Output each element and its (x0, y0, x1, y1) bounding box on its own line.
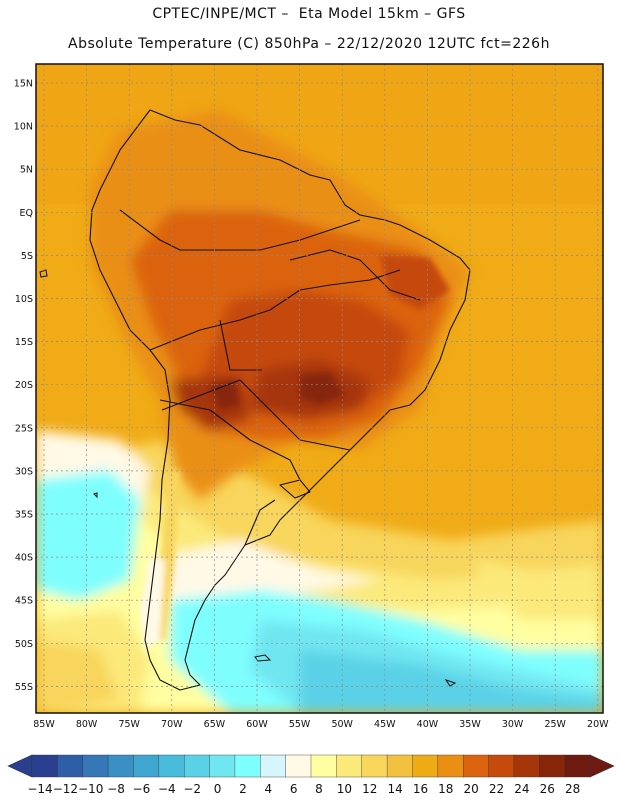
lat-label: 10S (15, 294, 33, 305)
lat-label: EQ (20, 208, 33, 219)
colorbar-swatch (564, 754, 591, 778)
colorbar-tick-label: 0 (214, 782, 222, 796)
colorbar-swatch (133, 754, 160, 778)
temperature-field (36, 64, 603, 713)
colorbar-tick-label: 26 (540, 782, 555, 796)
colorbar-swatch (513, 754, 540, 778)
colorbar-tick-label: −2 (183, 782, 201, 796)
colorbar-swatch (462, 754, 490, 778)
colorbar-swatch (57, 754, 84, 778)
colorbar-tick-label: 6 (290, 782, 298, 796)
colorbar-tick-label: 28 (565, 782, 580, 796)
map-gridlines (36, 64, 603, 713)
colorbar-tick-label: 20 (464, 782, 479, 796)
colorbar-tick-label: 10 (337, 782, 352, 796)
colorbar-swatch (412, 754, 439, 778)
colorbar-tick-label: 8 (315, 782, 323, 796)
lat-label: 15S (15, 337, 33, 348)
colorbar-swatch (285, 754, 312, 778)
lon-label: 55W (289, 719, 311, 730)
colorbar-tick-label: 18 (438, 782, 453, 796)
colorbar-tick-label: 12 (362, 782, 377, 796)
lat-label: 15N (14, 79, 33, 90)
lat-label: 55S (15, 682, 33, 693)
colorbar-tick-label: −4 (158, 782, 176, 796)
lon-label: 35W (459, 719, 481, 730)
lon-label: 25W (544, 719, 566, 730)
colorbar-swatch (158, 754, 185, 778)
longitude-labels: 85W 80W 75W 70W 65W 60W 55W 50W 45W 40W 35W 30W 25W 2… (33, 719, 609, 730)
lat-label: 5N (20, 165, 33, 176)
colorbar-tick-label: −12 (53, 782, 78, 796)
colorbar-tick-label: −6 (133, 782, 151, 796)
lat-label: 35S (15, 510, 33, 521)
colorbar-tick-label: −10 (78, 782, 103, 796)
colorbar-max-arrow (589, 754, 615, 778)
colorbar-min-arrow (7, 754, 33, 778)
colorbar-swatch (31, 754, 58, 778)
lon-label: 60W (246, 719, 268, 730)
lat-label: 40S (15, 553, 33, 564)
lat-label: 45S (15, 596, 33, 607)
lat-label: 20S (15, 380, 33, 391)
lon-label: 50W (331, 719, 353, 730)
colorbar-labels: −14 −12 −10 −8 −6 −4 −2 0 2 4 6 8 10 12 14 16 18 20 22 24 26… (27, 782, 580, 796)
colorbar-tick-label: 16 (413, 782, 428, 796)
colorbar-swatch (361, 754, 388, 778)
colorbar-tick-label: 14 (387, 782, 402, 796)
colorbar-swatch (539, 754, 566, 778)
colorbar-swatch (260, 754, 287, 778)
colorbar-swatch (209, 754, 236, 778)
lat-label: 5S (21, 251, 33, 262)
lon-label: 85W (33, 719, 55, 730)
lon-label: 20W (587, 719, 609, 730)
lat-label: 25S (15, 423, 33, 434)
colorbar (7, 754, 615, 778)
chart-title-line-1: CPTEC/INPE/MCT – Eta Model 15km – GFS (152, 6, 466, 22)
colorbar-tick-label: 22 (489, 782, 504, 796)
lon-label: 75W (118, 719, 140, 730)
lon-label: 70W (161, 719, 183, 730)
latitude-labels: 15N 10N 5N EQ 5S 10S 15S 20S 25S 30S 35S 40S 45S 50S 5… (14, 79, 33, 693)
colorbar-swatch (234, 754, 261, 778)
coastline (89, 109, 471, 691)
lon-label: 45W (374, 719, 396, 730)
colorbar-swatch (488, 754, 515, 778)
colorbar-tick-label: 4 (264, 782, 272, 796)
colorbar-swatch (437, 754, 464, 778)
colorbar-swatch (336, 754, 363, 778)
colorbar-swatch (107, 754, 134, 778)
colorbar-tick-label: 24 (514, 782, 529, 796)
map-frame (35, 63, 604, 714)
lat-label: 10N (14, 122, 33, 133)
colorbar-tick-label: −8 (107, 782, 125, 796)
lon-label: 65W (204, 719, 226, 730)
lon-label: 30W (502, 719, 524, 730)
colorbar-swatch (183, 754, 211, 778)
lat-label: 30S (15, 466, 33, 477)
chart-title-line-2: Absolute Temperature (C) 850hPa – 22/12/… (68, 36, 550, 52)
lon-label: 40W (417, 719, 439, 730)
colorbar-tick-label: −14 (27, 782, 52, 796)
lon-label: 80W (76, 719, 98, 730)
lat-label: 50S (15, 639, 33, 650)
colorbar-tick-label: 2 (239, 782, 247, 796)
colorbar-swatch (310, 754, 337, 778)
colorbar-swatch (386, 754, 413, 778)
colorbar-swatch (82, 754, 109, 778)
